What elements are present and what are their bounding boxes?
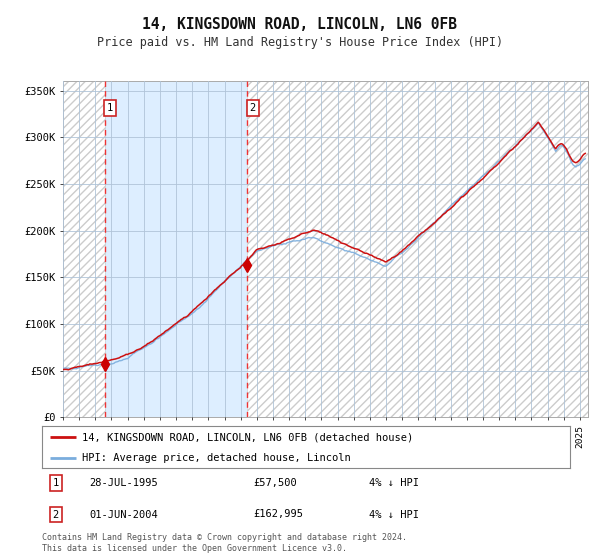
Text: 01-JUN-2004: 01-JUN-2004: [89, 510, 158, 520]
Bar: [63, 81, 104, 417]
Text: 4% ↓ HPI: 4% ↓ HPI: [370, 510, 419, 520]
Text: Price paid vs. HM Land Registry's House Price Index (HPI): Price paid vs. HM Land Registry's House …: [97, 36, 503, 49]
Text: 2: 2: [250, 103, 256, 113]
Text: £162,995: £162,995: [253, 510, 303, 520]
Bar: [247, 81, 588, 417]
Text: 28-JUL-1995: 28-JUL-1995: [89, 478, 158, 488]
Text: £57,500: £57,500: [253, 478, 297, 488]
Text: HPI: Average price, detached house, Lincoln: HPI: Average price, detached house, Linc…: [82, 454, 350, 463]
Text: 1: 1: [53, 478, 59, 488]
Text: 4% ↓ HPI: 4% ↓ HPI: [370, 478, 419, 488]
Text: 14, KINGSDOWN ROAD, LINCOLN, LN6 0FB: 14, KINGSDOWN ROAD, LINCOLN, LN6 0FB: [143, 17, 458, 32]
Text: Contains HM Land Registry data © Crown copyright and database right 2024.
This d: Contains HM Land Registry data © Crown c…: [42, 533, 407, 553]
Text: 1: 1: [107, 103, 113, 113]
Text: 2: 2: [53, 510, 59, 520]
Bar: [63, 81, 104, 417]
Text: 14, KINGSDOWN ROAD, LINCOLN, LN6 0FB (detached house): 14, KINGSDOWN ROAD, LINCOLN, LN6 0FB (de…: [82, 432, 413, 442]
Bar: [104, 81, 247, 417]
Bar: [247, 81, 588, 417]
